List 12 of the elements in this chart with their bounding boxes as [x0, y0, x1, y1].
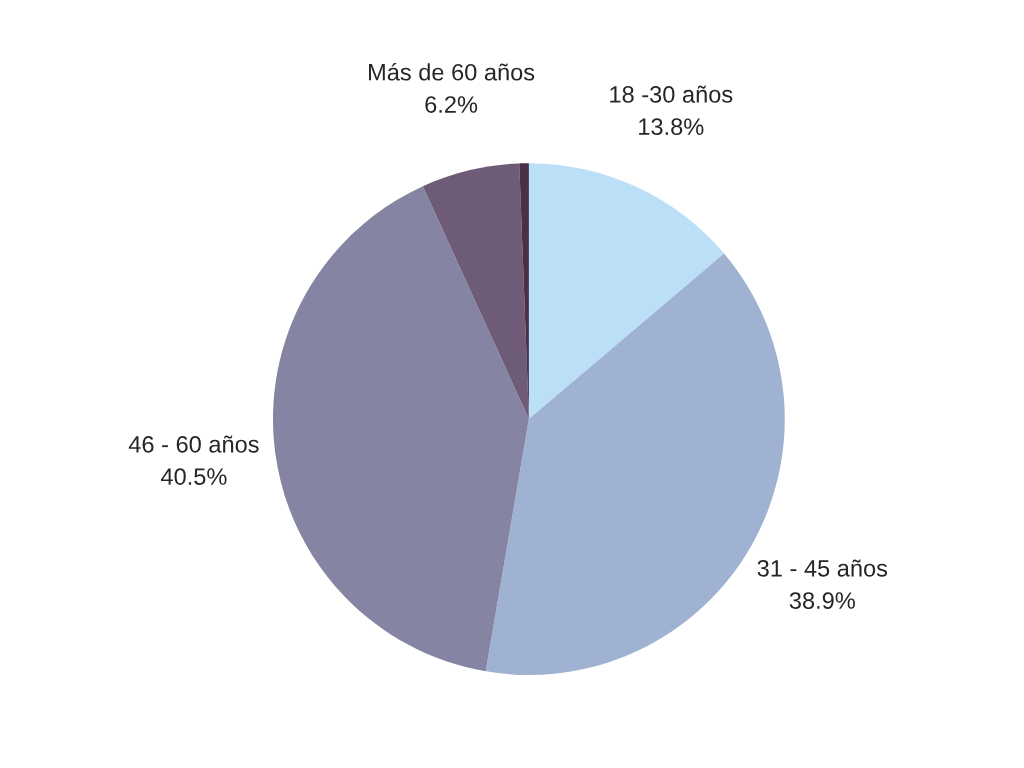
data-label: 38.9% — [789, 592, 855, 609]
pie-slice — [485, 253, 785, 675]
slice-label: 46 - 60 años — [128, 435, 259, 453]
slice-label: 31 - 45 años — [757, 559, 888, 577]
data-label: 40.5% — [160, 468, 227, 485]
slice-label: Más de 60 años — [369, 62, 535, 81]
data-label: 13.8% — [639, 118, 704, 136]
pie-slice — [273, 186, 529, 672]
pie-slice — [422, 163, 529, 420]
pie-slice — [528, 163, 724, 420]
slice-label: 18 -30 años — [610, 85, 733, 103]
data-label: 6.2% — [425, 96, 478, 113]
